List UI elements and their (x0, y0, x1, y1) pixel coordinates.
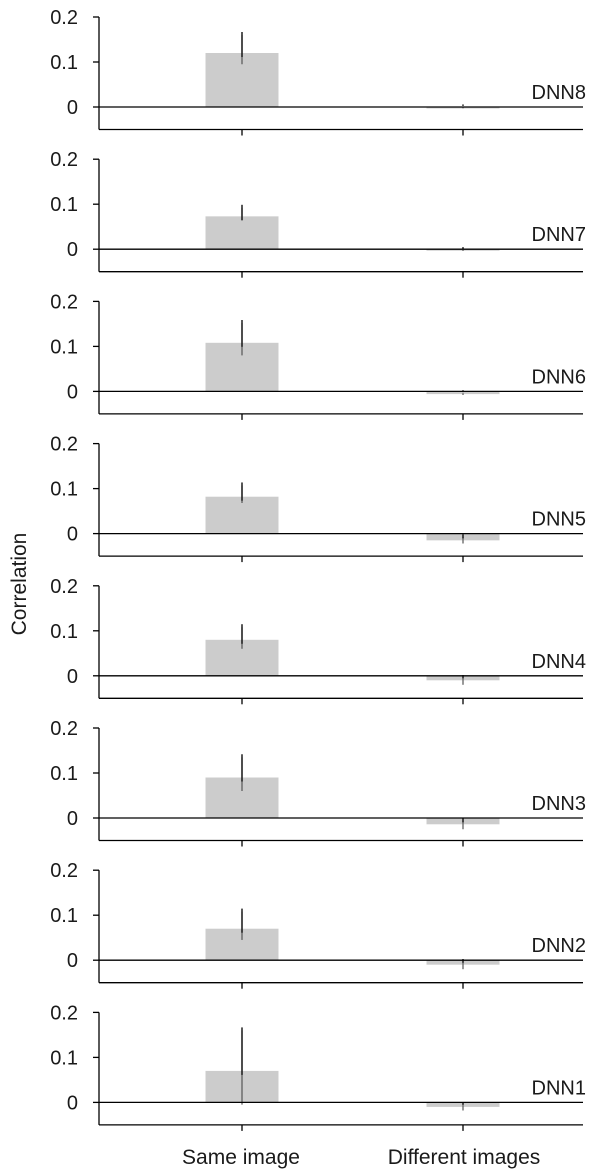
y-tick-label: 0.2 (50, 7, 78, 29)
bar (205, 216, 279, 250)
panel-dnn6: 0 0.1 0.2 DNN6 (50, 291, 586, 420)
y-tick-label: 0.1 (50, 905, 78, 927)
panel-dnn5: 0 0.1 0.2 DNN5 (50, 434, 586, 563)
y-tick-label: 0 (67, 97, 78, 119)
panel-label: DNN3 (532, 793, 586, 815)
y-axis-label: Correlation (8, 533, 31, 636)
panel-label: DNN7 (532, 224, 586, 246)
panel-label: DNN2 (532, 935, 586, 957)
y-tick-label: 0 (67, 950, 78, 972)
panel-dnn1: 0 0.1 0.2 DNN1 (50, 1002, 586, 1131)
x-category-label: Different images (388, 1146, 541, 1169)
panel-dnn8: 0 0.1 0.2 DNN8 (50, 7, 586, 136)
y-tick-label: 0.1 (50, 1047, 78, 1069)
y-tick-label: 0.2 (50, 291, 78, 313)
y-tick-label: 0 (67, 381, 78, 403)
y-tick-label: 0.2 (50, 860, 78, 882)
panel-dnn7: 0 0.1 0.2 DNN7 (50, 149, 586, 278)
y-tick-label: 0.1 (50, 194, 78, 216)
panel-label: DNN4 (532, 651, 586, 673)
y-tick-label: 0.2 (50, 1002, 78, 1024)
bar (426, 249, 500, 251)
bar (426, 391, 500, 395)
y-tick-label: 0.2 (50, 576, 78, 598)
y-tick-label: 0 (67, 524, 78, 546)
x-category-label: Same image (182, 1146, 300, 1169)
y-tick-label: 0.2 (50, 434, 78, 456)
panel-label: DNN8 (532, 82, 586, 104)
y-tick-label: 0 (67, 808, 78, 830)
y-tick-label: 0.1 (50, 336, 78, 358)
y-tick-label: 0.2 (50, 149, 78, 171)
panel-label: DNN5 (532, 509, 586, 531)
y-tick-label: 0.1 (50, 763, 78, 785)
panel-label: DNN1 (532, 1077, 586, 1099)
x-axis-category-labels: Same image Different images (182, 1146, 540, 1169)
panel-dnn2: 0 0.1 0.2 DNN2 (50, 860, 586, 989)
panel-label: DNN6 (532, 366, 586, 388)
y-tick-label: 0.1 (50, 52, 78, 74)
panel-dnn4: 0 0.1 0.2 DNN4 (50, 576, 586, 705)
y-tick-label: 0.1 (50, 479, 78, 501)
y-tick-label: 0 (67, 239, 78, 261)
y-tick-label: 0 (67, 666, 78, 688)
panel-dnn3: 0 0.1 0.2 DNN3 (50, 718, 586, 847)
y-tick-label: 0.1 (50, 621, 78, 643)
panels: 0 0.1 0.2 DNN8 0 0.1 0.2 DNN7 0 0.1 0.2 DNN6 0 0.1 0.2… (50, 7, 586, 1131)
y-tick-label: 0.2 (50, 718, 78, 740)
y-tick-label: 0 (67, 1092, 78, 1114)
